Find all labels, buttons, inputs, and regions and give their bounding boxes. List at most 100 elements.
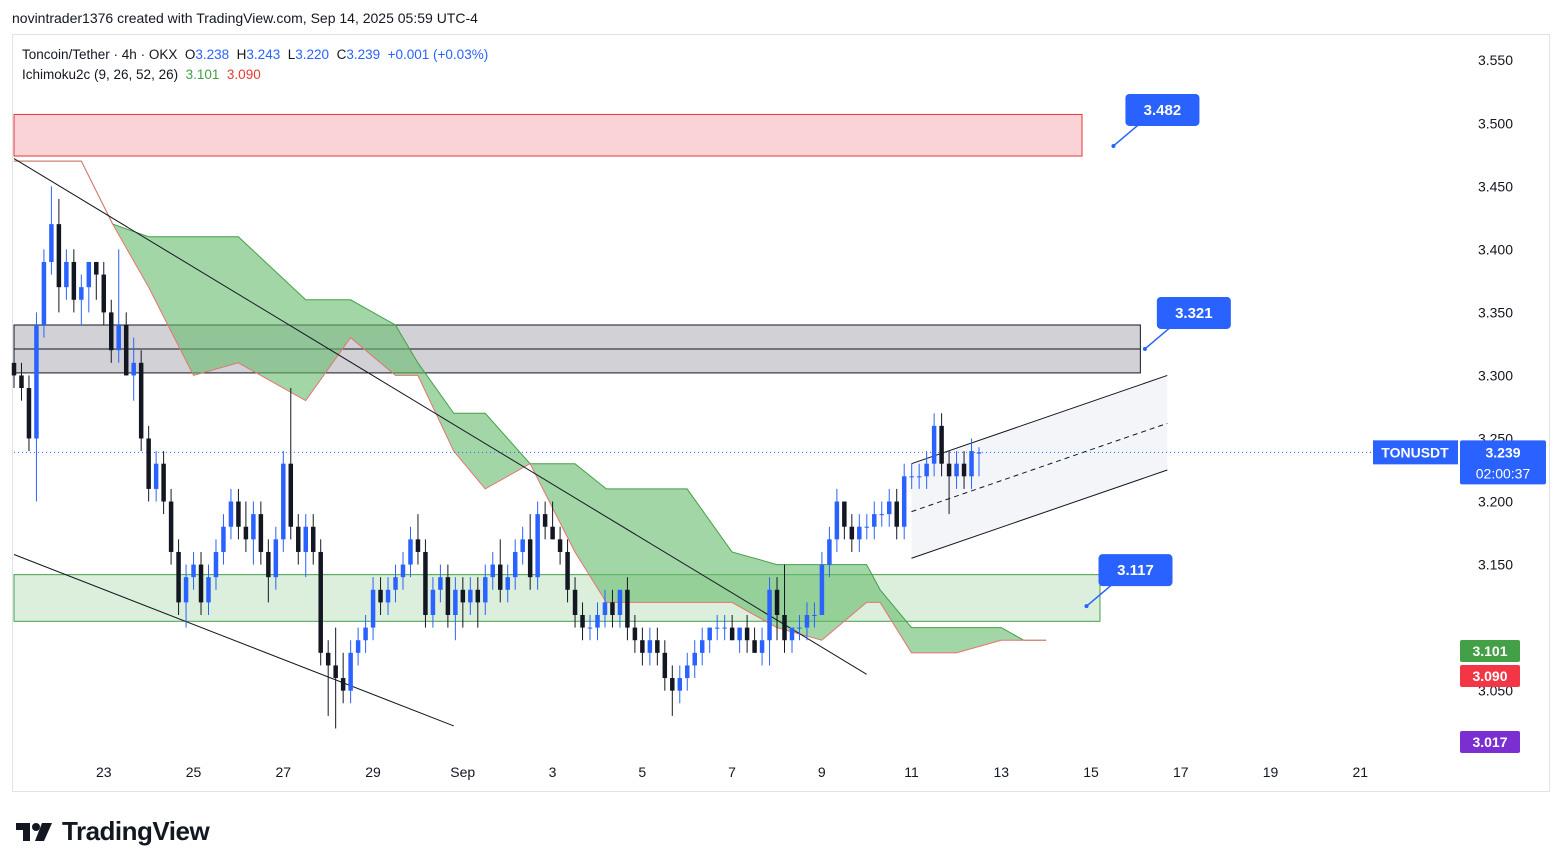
- candle: [355, 627, 361, 666]
- x-tick-label: 25: [186, 764, 202, 780]
- candle-body: [483, 577, 488, 603]
- legend-indicator-value-b: 3.090: [226, 67, 261, 82]
- candle-body: [946, 463, 952, 477]
- target-dot: [1111, 143, 1116, 148]
- candle: [632, 615, 638, 653]
- candle-body: [86, 261, 92, 288]
- y-tick-label: 3.350: [1478, 304, 1513, 320]
- target-badge: [1098, 554, 1173, 587]
- candle-body: [153, 463, 159, 489]
- legend-open-value: 3.238: [195, 47, 230, 62]
- candle: [946, 451, 952, 515]
- candle-body: [303, 526, 308, 552]
- legend-low-label: L: [287, 47, 296, 62]
- candle-body: [789, 627, 795, 641]
- candle-body: [565, 551, 570, 590]
- legend-low-value: 3.220: [295, 47, 330, 62]
- candle-body: [138, 362, 144, 439]
- candle-body: [191, 564, 196, 578]
- candle: [423, 539, 428, 628]
- candle-body: [340, 678, 346, 691]
- candle: [827, 526, 832, 578]
- candle: [849, 514, 855, 552]
- legend-indicator[interactable]: Ichimoku2c (9, 26, 52, 26): [22, 67, 179, 82]
- candle: [430, 577, 436, 628]
- candle: [520, 526, 525, 565]
- candle: [296, 514, 301, 565]
- candle: [221, 514, 226, 565]
- candle-body: [969, 451, 974, 477]
- tradingview-logo[interactable]: TradingView: [16, 816, 210, 847]
- y-tick-label: 3.550: [1478, 52, 1513, 68]
- legend-close-label: C: [336, 47, 347, 62]
- candle: [11, 337, 17, 389]
- candle-body: [924, 463, 929, 477]
- candle: [281, 451, 286, 552]
- badges-layer: 3.482 3.321 3.117 TONUSDT 3.239 02:00:37 3.101…: [1084, 93, 1546, 753]
- x-tick-label: 13: [993, 764, 1009, 780]
- candle: [71, 249, 77, 313]
- candle-body: [228, 501, 234, 527]
- tradingview-logo-text: TradingView: [62, 816, 210, 846]
- candle: [86, 261, 92, 313]
- candle-body: [774, 589, 780, 615]
- candle: [363, 615, 368, 653]
- candle: [236, 488, 241, 540]
- candle-body: [79, 287, 84, 300]
- candle: [535, 501, 540, 590]
- candle-body: [430, 589, 436, 615]
- legend-indicator-value-a: 3.101: [185, 67, 220, 82]
- candle: [310, 514, 316, 565]
- candle: [872, 501, 877, 540]
- candle: [258, 501, 264, 565]
- candle: [445, 564, 451, 628]
- candle: [617, 589, 623, 628]
- candle-body: [894, 501, 899, 527]
- candle: [527, 514, 533, 590]
- candle: [864, 514, 870, 540]
- candle: [819, 551, 825, 615]
- candle: [109, 299, 114, 363]
- candle: [759, 627, 765, 666]
- candle: [483, 564, 488, 615]
- candle-body: [879, 514, 885, 516]
- price-badge: [1460, 440, 1546, 485]
- chart-frame[interactable]: [12, 34, 1550, 792]
- candle: [707, 627, 712, 653]
- candle: [288, 388, 294, 540]
- y-tick-label: 3.500: [1478, 115, 1513, 131]
- candle-body: [685, 665, 690, 679]
- candle: [400, 551, 406, 590]
- candle-body: [692, 652, 697, 666]
- legend-symbol[interactable]: Toncoin/Tether · 4h · OKX: [22, 47, 178, 62]
- symbol-badge-label: TONUSDT: [1381, 444, 1449, 460]
- channel-lower-line: [911, 469, 1168, 559]
- candle-body: [520, 539, 525, 552]
- x-tick-label: 11: [904, 764, 919, 780]
- candle: [976, 447, 982, 477]
- target-dot: [1084, 604, 1089, 609]
- candle-body: [26, 388, 32, 439]
- candle: [587, 615, 593, 641]
- candle: [19, 362, 24, 401]
- candle-body: [19, 375, 24, 389]
- candle-body: [131, 362, 136, 376]
- candle-body: [415, 539, 421, 552]
- candle-body: [445, 577, 451, 615]
- candle-body: [168, 501, 174, 552]
- candle: [565, 539, 570, 603]
- candle: [699, 627, 705, 666]
- candle: [340, 652, 346, 704]
- candle-body: [11, 362, 17, 376]
- candle: [79, 274, 84, 325]
- legend-change: +0.001 (+0.03%): [387, 47, 489, 62]
- countdown-label: 02:00:37: [1476, 465, 1531, 481]
- candle-body: [557, 539, 563, 552]
- candle: [879, 501, 885, 527]
- candle-body: [468, 589, 473, 603]
- candle-body: [453, 589, 458, 615]
- candle-body: [475, 589, 481, 603]
- candle-body: [931, 425, 937, 464]
- ichimoku-b-badge: [1460, 665, 1520, 687]
